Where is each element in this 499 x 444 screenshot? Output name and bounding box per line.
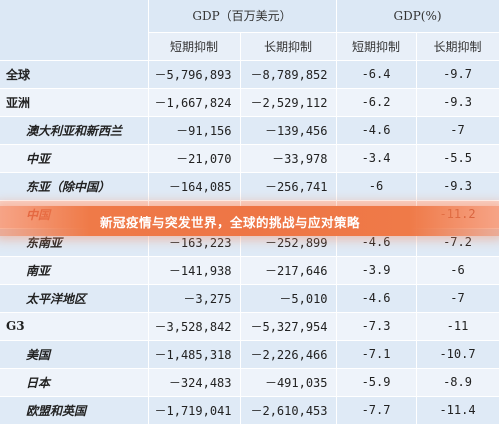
region-name-cell: 澳大利亚和新西兰 <box>0 116 149 145</box>
gdp-short-term-percent-cell: -7.1 <box>336 340 417 369</box>
gdp-short-term-percent-cell: -4.6 <box>336 116 417 145</box>
gdp-short-term-usd-cell: －1,719,041 <box>148 396 241 425</box>
region-name-cell: G3 <box>0 312 149 341</box>
region-name-cell: 美国 <box>0 340 149 369</box>
gdp-long-term-percent-cell: -8.9 <box>416 368 499 397</box>
table-row: 亚洲 －1,667,824 －2,529,112 -6.2 -9.3 <box>0 88 499 117</box>
gdp-long-term-percent-cell: -7 <box>416 284 499 313</box>
gdp-long-term-percent-cell: -11 <box>416 312 499 341</box>
gdp-long-term-usd-cell: －217,646 <box>240 256 337 285</box>
gdp-long-term-usd-cell: －2,529,112 <box>240 88 337 117</box>
gdp-long-term-percent-cell: -6 <box>416 256 499 285</box>
gdp-short-term-percent-cell: -5.9 <box>336 368 417 397</box>
gdp-long-term-percent-cell: -9.3 <box>416 172 499 201</box>
table-row: 南亚 －141,938 －217,646 -3.9 -6 <box>0 256 499 285</box>
subheader-short-term-percent: 短期抑制 <box>336 32 417 61</box>
table-row: 太平洋地区 －3,275 －5,010 -4.6 -7 <box>0 284 499 313</box>
gdp-short-term-usd-cell: －5,796,893 <box>148 60 241 89</box>
gdp-long-term-usd-cell: －139,456 <box>240 116 337 145</box>
gdp-long-term-usd-cell: －2,226,466 <box>240 340 337 369</box>
region-name-cell: 日本 <box>0 368 149 397</box>
region-name-cell: 太平洋地区 <box>0 284 149 313</box>
gdp-long-term-usd-cell: －33,978 <box>240 144 337 173</box>
gdp-short-term-percent-cell: -3.4 <box>336 144 417 173</box>
gdp-short-term-usd-cell: －324,483 <box>148 368 241 397</box>
region-name-cell: 东亚（除中国） <box>0 172 149 201</box>
table-row: 日本 －324,483 －491,035 -5.9 -8.9 <box>0 368 499 397</box>
table-corner-cell <box>0 0 149 61</box>
region-name-cell: 南亚 <box>0 256 149 285</box>
gdp-short-term-usd-cell: －141,938 <box>148 256 241 285</box>
region-name-cell: 欧盟和英国 <box>0 396 149 425</box>
table-row: 澳大利亚和新西兰 －91,156 －139,456 -4.6 -7 <box>0 116 499 145</box>
region-name-cell: 中亚 <box>0 144 149 173</box>
gdp-long-term-percent-cell: -9.7 <box>416 60 499 89</box>
headline-banner[interactable]: 新冠疫情与突发世界，全球的挑战与应对策略 <box>0 206 499 236</box>
gdp-short-term-usd-cell: －91,156 <box>148 116 241 145</box>
region-name-cell: 亚洲 <box>0 88 149 117</box>
gdp-short-term-percent-cell: -6.4 <box>336 60 417 89</box>
header-gdp-percent: GDP(%) <box>336 0 499 33</box>
table-row: 中亚 －21,070 －33,978 -3.4 -5.5 <box>0 144 499 173</box>
gdp-short-term-percent-cell: -4.6 <box>336 284 417 313</box>
gdp-short-term-usd-cell: －3,275 <box>148 284 241 313</box>
gdp-long-term-percent-cell: -7 <box>416 116 499 145</box>
gdp-short-term-usd-cell: －164,085 <box>148 172 241 201</box>
gdp-long-term-percent-cell: -10.7 <box>416 340 499 369</box>
gdp-long-term-percent-cell: -9.3 <box>416 88 499 117</box>
gdp-short-term-usd-cell: －3,528,842 <box>148 312 241 341</box>
gdp-long-term-usd-cell: －8,789,852 <box>240 60 337 89</box>
table-row: 美国 －1,485,318 －2,226,466 -7.1 -10.7 <box>0 340 499 369</box>
gdp-short-term-percent-cell: -3.9 <box>336 256 417 285</box>
gdp-short-term-percent-cell: -7.3 <box>336 312 417 341</box>
gdp-short-term-usd-cell: －1,485,318 <box>148 340 241 369</box>
gdp-long-term-usd-cell: －5,010 <box>240 284 337 313</box>
gdp-short-term-usd-cell: －21,070 <box>148 144 241 173</box>
gdp-short-term-usd-cell: －1,667,824 <box>148 88 241 117</box>
gdp-long-term-percent-cell: -5.5 <box>416 144 499 173</box>
table-row: 全球 －5,796,893 －8,789,852 -6.4 -9.7 <box>0 60 499 89</box>
gdp-long-term-usd-cell: －5,327,954 <box>240 312 337 341</box>
gdp-short-term-percent-cell: -7.7 <box>336 396 417 425</box>
gdp-long-term-usd-cell: －256,741 <box>240 172 337 201</box>
banner-headline-text: 新冠疫情与突发世界，全球的挑战与应对策略 <box>100 215 361 230</box>
table-row: 欧盟和英国 －1,719,041 －2,610,453 -7.7 -11.4 <box>0 396 499 425</box>
gdp-long-term-usd-cell: －2,610,453 <box>240 396 337 425</box>
subheader-short-term-usd: 短期抑制 <box>148 32 241 61</box>
header-gdp-usd: GDP（百万美元） <box>148 0 337 33</box>
subheader-long-term-usd: 长期抑制 <box>240 32 337 61</box>
subheader-long-term-percent: 长期抑制 <box>416 32 499 61</box>
gdp-short-term-percent-cell: -6.2 <box>336 88 417 117</box>
gdp-short-term-percent-cell: -6 <box>336 172 417 201</box>
gdp-long-term-usd-cell: －491,035 <box>240 368 337 397</box>
region-name-cell: 全球 <box>0 60 149 89</box>
table-row: 东亚（除中国） －164,085 －256,741 -6 -9.3 <box>0 172 499 201</box>
gdp-long-term-percent-cell: -11.4 <box>416 396 499 425</box>
table-row: G3 －3,528,842 －5,327,954 -7.3 -11 <box>0 312 499 341</box>
